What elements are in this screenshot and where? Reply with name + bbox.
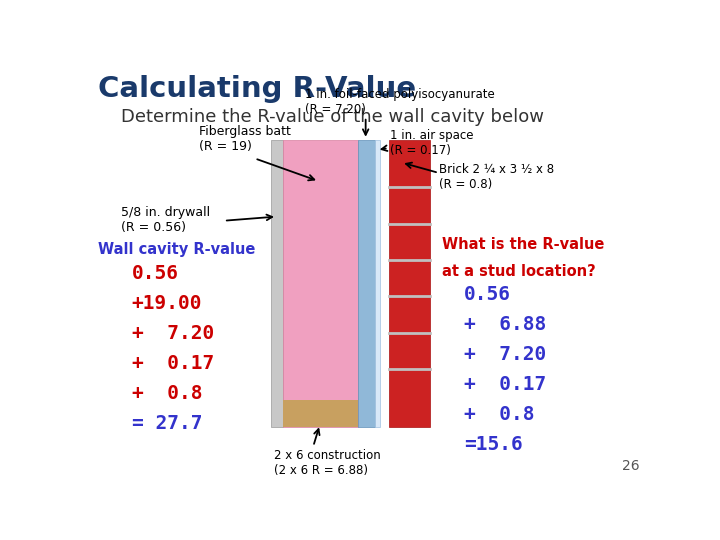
Text: Determine the R-value of the wall cavity below: Determine the R-value of the wall cavity… <box>121 109 544 126</box>
Text: +  0.17: + 0.17 <box>132 354 214 373</box>
Text: +  0.8: + 0.8 <box>132 384 202 403</box>
Text: at a stud location?: at a stud location? <box>441 265 595 279</box>
Text: 2 x 6 construction
(2 x 6 R = 6.88): 2 x 6 construction (2 x 6 R = 6.88) <box>274 449 381 477</box>
Text: 26: 26 <box>622 459 639 473</box>
Text: +  0.8: + 0.8 <box>464 405 534 424</box>
Bar <box>358 140 374 427</box>
Text: +  7.20: + 7.20 <box>464 345 546 364</box>
Bar <box>282 140 358 427</box>
Text: 5/8 in. drywall
(R = 0.56): 5/8 in. drywall (R = 0.56) <box>121 206 210 234</box>
Text: +  7.20: + 7.20 <box>132 324 214 343</box>
Text: 0.56: 0.56 <box>464 285 511 304</box>
Text: Brick 2 ¼ x 3 ½ x 8
(R = 0.8): Brick 2 ¼ x 3 ½ x 8 (R = 0.8) <box>438 163 554 191</box>
Text: Wall cavity R-value: Wall cavity R-value <box>99 241 256 256</box>
Text: Fiberglass batt
(R = 19): Fiberglass batt (R = 19) <box>199 125 291 153</box>
Text: +19.00: +19.00 <box>132 294 202 313</box>
Text: What is the R-value: What is the R-value <box>441 238 604 252</box>
Text: =15.6: =15.6 <box>464 435 523 454</box>
Bar <box>271 140 282 427</box>
Text: = 27.7: = 27.7 <box>132 414 202 433</box>
Text: 0.56: 0.56 <box>132 265 179 284</box>
Text: Calculating R-Value: Calculating R-Value <box>98 75 416 103</box>
Bar <box>282 400 358 427</box>
Text: 1 in. foil-faced polyisocyanurate
(R = 7.20): 1 in. foil-faced polyisocyanurate (R = 7… <box>305 87 495 116</box>
Text: +  0.17: + 0.17 <box>464 375 546 394</box>
Bar <box>389 140 431 427</box>
Bar <box>374 140 380 427</box>
Text: +  6.88: + 6.88 <box>464 315 546 334</box>
Text: 1 in. air space
(R = 0.17): 1 in. air space (R = 0.17) <box>390 129 473 157</box>
